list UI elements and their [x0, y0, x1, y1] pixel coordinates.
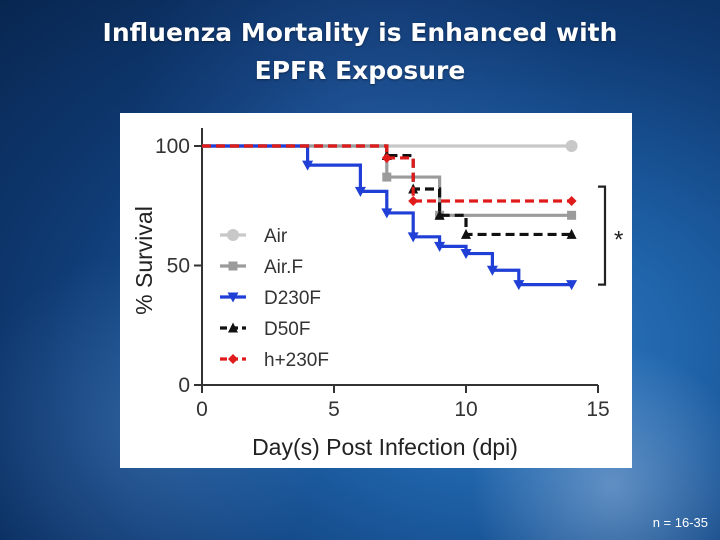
series-point	[382, 172, 392, 182]
legend-marker	[228, 322, 238, 333]
legend-label: D50F	[264, 319, 310, 340]
series-point	[434, 209, 445, 220]
slide-title: Influenza Mortality is Enhanced with EPF…	[0, 14, 720, 90]
series-point	[381, 152, 392, 163]
legend-marker	[228, 261, 238, 271]
slide-title-line1: Influenza Mortality is Enhanced with	[102, 18, 618, 47]
significance-bracket	[598, 185, 607, 286]
legend-label: Air.F	[264, 257, 303, 278]
series-point	[566, 228, 577, 239]
series-point	[461, 228, 471, 239]
series-point	[407, 232, 419, 243]
legend-label: Air	[264, 226, 288, 247]
slide-title-line2: EPFR Exposure	[254, 56, 466, 85]
x-tick-label: 5	[328, 398, 340, 421]
series-point	[460, 249, 472, 260]
sample-size-note: n = 16-35	[652, 515, 708, 530]
series-point	[354, 186, 366, 197]
series-line-h-230f	[202, 144, 572, 203]
legend-marker	[228, 354, 238, 364]
series-point	[567, 210, 577, 220]
series-point	[566, 280, 578, 291]
legend-marker	[227, 292, 239, 303]
legend-label: h+230F	[264, 350, 329, 371]
y-tick-label: 50	[167, 255, 190, 278]
series-point	[513, 280, 525, 291]
legend-label: D230F	[264, 288, 321, 309]
significance-star: *	[614, 227, 623, 254]
series-point	[381, 208, 393, 219]
x-tick-label: 15	[586, 398, 609, 421]
x-axis-label: Day(s) Post Infection (dpi)	[252, 434, 518, 460]
x-tick-label: 10	[454, 398, 477, 421]
y-axis-label: % Survival	[131, 206, 157, 315]
survival-chart-svg: 0 50 100 0 5 10 15 Day(s) Post Infection (dpi)%…	[131, 128, 623, 460]
survival-chart: 0 50 100 0 5 10 15 Day(s) Post Infection (dpi)%…	[120, 113, 632, 468]
series-line-d230f	[202, 144, 572, 287]
series-point	[565, 140, 578, 152]
series-point	[434, 241, 446, 252]
y-tick-label: 100	[155, 135, 190, 158]
y-tick-label: 0	[178, 374, 190, 397]
series-point	[302, 160, 314, 171]
series-point	[408, 195, 419, 206]
x-tick-label: 0	[196, 398, 208, 421]
series-point	[566, 195, 577, 206]
legend-marker	[227, 229, 239, 241]
series-point	[486, 265, 498, 276]
